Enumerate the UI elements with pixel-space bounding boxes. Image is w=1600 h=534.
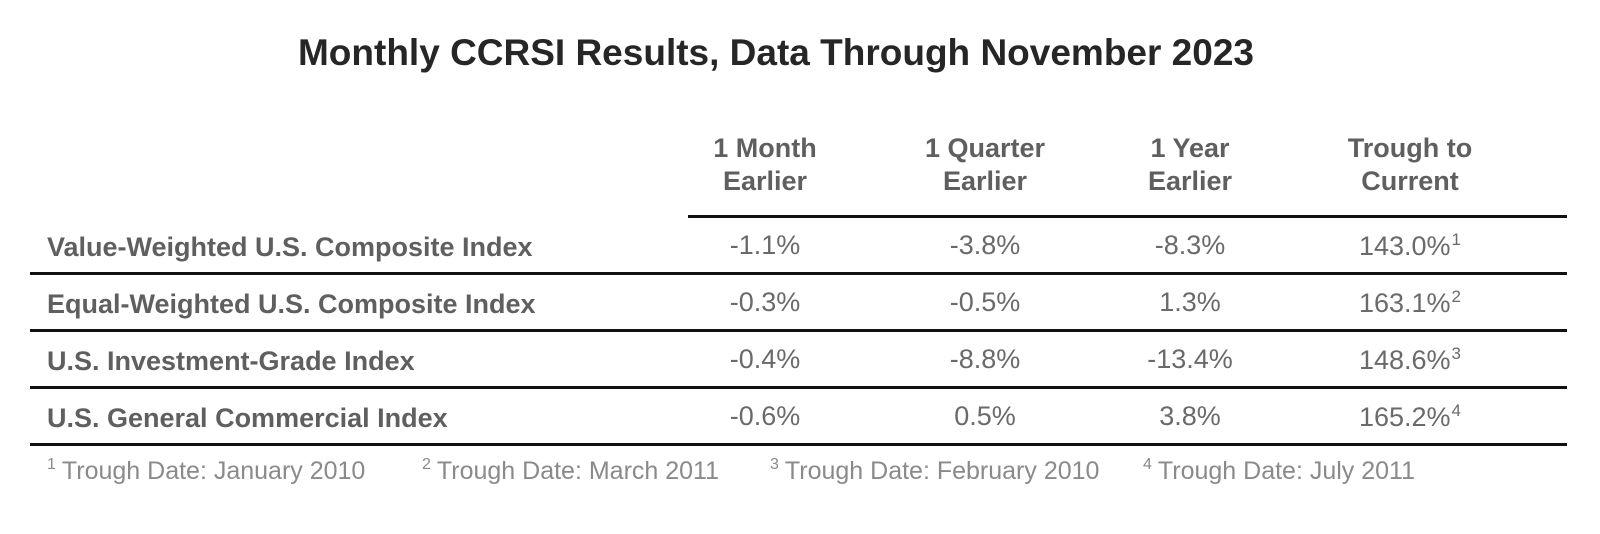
table-cell: -0.5%	[949, 287, 1021, 317]
row-label: Equal-Weighted U.S. Composite Index	[47, 289, 536, 319]
table-row: Equal-Weighted U.S. Composite Index -0.3…	[30, 275, 1567, 332]
row-label: U.S. Investment-Grade Index	[47, 346, 415, 376]
row-label: Value-Weighted U.S. Composite Index	[47, 232, 533, 262]
table-cell: 0.5%	[954, 401, 1016, 431]
table-cell: -0.3%	[729, 287, 801, 317]
table-row: Value-Weighted U.S. Composite Index -1.1…	[30, 218, 1567, 275]
footnote-marker: 3	[1451, 344, 1462, 363]
table-cell-trough: 143.0%1	[1310, 230, 1510, 262]
column-header-line2: Earlier	[722, 166, 808, 196]
row-divider	[30, 272, 1567, 275]
table-cell-trough: 163.1%2	[1310, 287, 1510, 319]
header-divider	[688, 215, 1567, 218]
column-header-line1: 1 Quarter	[924, 133, 1046, 163]
column-header-line1: 1 Year	[1150, 133, 1230, 163]
footnote: 1 Trough Date: January 2010	[47, 456, 365, 486]
column-header-line1: Trough to	[1347, 133, 1473, 163]
table-cell: -0.6%	[729, 401, 801, 431]
footnote-mark: 3	[770, 456, 779, 473]
column-header-1-year: 1 Year Earlier	[1100, 132, 1280, 202]
row-divider	[30, 329, 1567, 332]
row-divider	[30, 386, 1567, 389]
table-cell: -1.1%	[729, 230, 801, 260]
footnote-marker: 2	[1451, 287, 1462, 306]
table-cell: 1.3%	[1159, 287, 1221, 317]
footnote-mark: 4	[1143, 456, 1152, 473]
column-header-trough-to-current: Trough to Current	[1310, 132, 1510, 202]
table-cell-value: 163.1%	[1358, 288, 1451, 318]
column-header-1-month: 1 Month Earlier	[680, 132, 850, 202]
table-row: U.S. Investment-Grade Index -0.4% -8.8% …	[30, 332, 1567, 389]
column-header-line2: Current	[1361, 166, 1459, 196]
column-header-1-quarter: 1 Quarter Earlier	[890, 132, 1080, 202]
table-cell: -3.8%	[949, 230, 1021, 260]
footnote-text: Trough Date: July 2011	[1157, 457, 1415, 485]
footnote-text: Trough Date: February 2010	[784, 457, 1100, 485]
table-cell-trough: 165.2%4	[1310, 401, 1510, 433]
table-cell-trough: 148.6%3	[1310, 344, 1510, 376]
table-cell-value: 148.6%	[1358, 345, 1451, 375]
table-cell-value: 143.0%	[1358, 231, 1451, 261]
column-header-line2: Earlier	[942, 166, 1028, 196]
chart-title: Monthly CCRSI Results, Data Through Nove…	[297, 32, 1254, 73]
table-cell: -0.4%	[729, 344, 801, 374]
footnote-marker: 4	[1451, 401, 1462, 420]
footnote: 4 Trough Date: July 2011	[1143, 456, 1415, 486]
table-cell: -13.4%	[1147, 344, 1233, 374]
footnote-mark: 1	[47, 456, 56, 473]
table-row: U.S. General Commercial Index -0.6% 0.5%…	[30, 389, 1567, 446]
footnote-text: Trough Date: March 2011	[436, 457, 719, 485]
row-label: U.S. General Commercial Index	[47, 403, 448, 433]
footnote: 2 Trough Date: March 2011	[422, 456, 719, 486]
column-header-line1: 1 Month	[713, 133, 817, 163]
table-cell: -8.3%	[1154, 230, 1226, 260]
footnote: 3 Trough Date: February 2010	[770, 456, 1099, 486]
footnote-text: Trough Date: January 2010	[61, 457, 366, 485]
table-cell-value: 165.2%	[1358, 402, 1451, 432]
row-divider	[30, 443, 1567, 446]
footnote-marker: 1	[1451, 230, 1462, 249]
table-cell: 3.8%	[1159, 401, 1221, 431]
table-cell: -8.8%	[949, 344, 1021, 374]
column-header-line2: Earlier	[1147, 166, 1233, 196]
footnote-mark: 2	[422, 456, 431, 473]
